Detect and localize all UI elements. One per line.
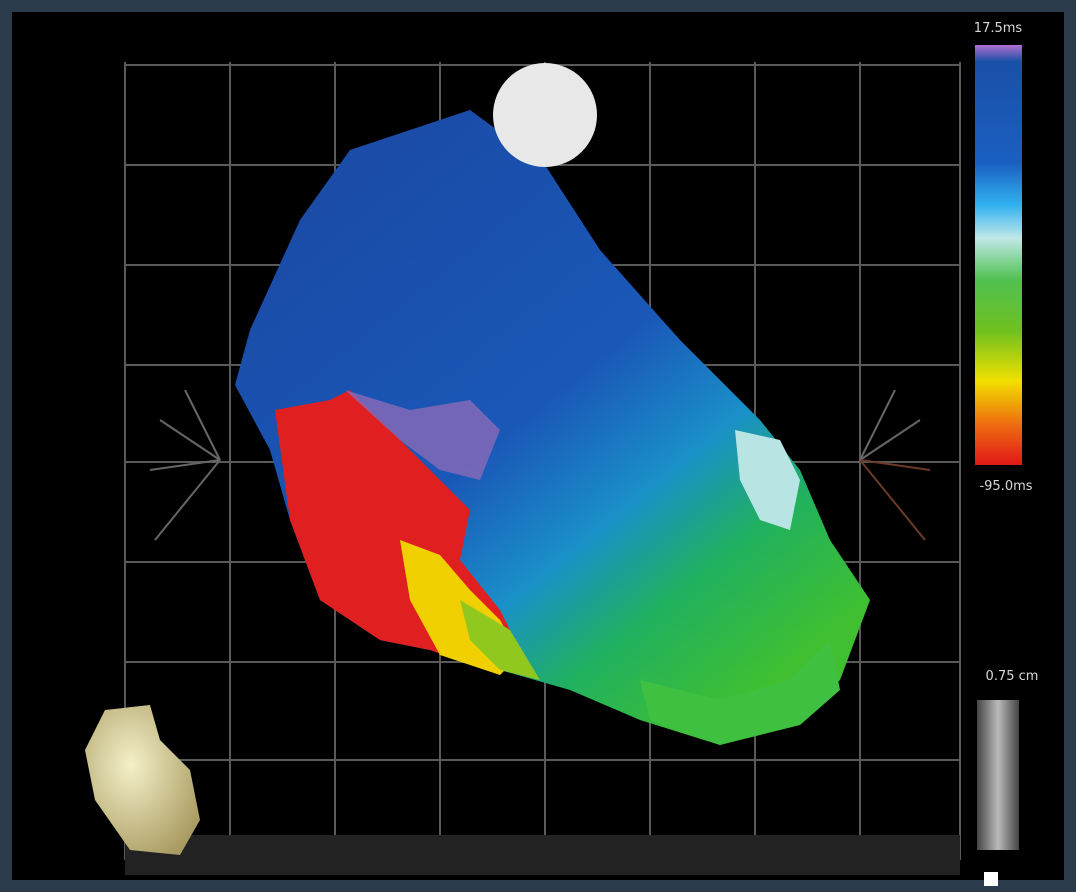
color-bar (975, 45, 1022, 465)
scale-handle[interactable] (984, 872, 998, 886)
heart-orientation-icon (85, 705, 200, 855)
activation-map (235, 110, 870, 745)
scale-bar-label: 0.75 cm (986, 669, 1039, 684)
bottom-bar (125, 835, 960, 875)
axis-glyphs (149, 389, 931, 541)
scale-bar (977, 700, 1019, 850)
color-bar-min: -95.0ms (979, 479, 1032, 494)
orientation-sphere (493, 63, 597, 167)
color-bar-max: 17.5ms (974, 21, 1023, 36)
